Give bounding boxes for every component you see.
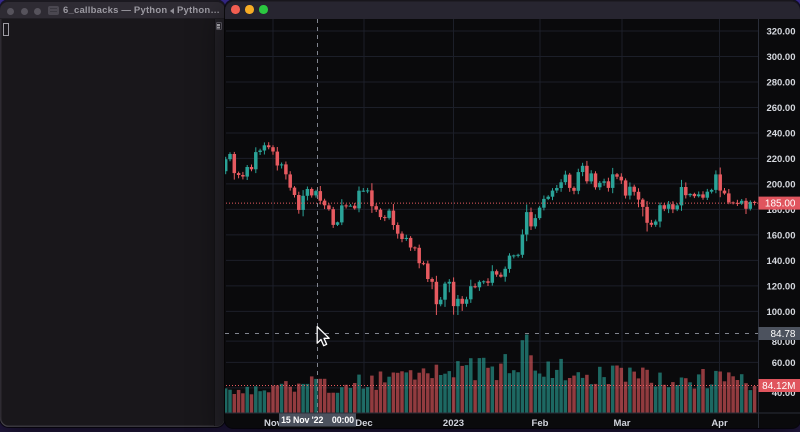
svg-text:140.00: 140.00 — [766, 256, 795, 267]
svg-text:185.00: 185.00 — [765, 199, 796, 210]
svg-text:160.00: 160.00 — [766, 230, 795, 241]
svg-text:80.00: 80.00 — [772, 337, 796, 348]
svg-text:320.00: 320.00 — [766, 27, 795, 38]
svg-text:40.00: 40.00 — [772, 388, 796, 399]
svg-text:120.00: 120.00 — [766, 281, 795, 292]
svg-text:240.00: 240.00 — [766, 129, 795, 140]
svg-text:280.00: 280.00 — [766, 78, 795, 89]
svg-text:Feb: Feb — [532, 418, 549, 428]
svg-text:200.00: 200.00 — [766, 179, 795, 190]
svg-text:84.12M: 84.12M — [762, 381, 795, 392]
svg-text:2023: 2023 — [443, 418, 464, 428]
svg-text:84.78: 84.78 — [770, 329, 795, 340]
svg-text:Dec: Dec — [355, 418, 372, 428]
svg-text:100.00: 100.00 — [766, 307, 795, 318]
svg-text:Nov: Nov — [264, 418, 283, 428]
svg-text:300.00: 300.00 — [766, 52, 795, 63]
svg-text:15 Nov '22 00:00: 15 Nov '22 00:00 — [281, 415, 354, 425]
svg-text:60.00: 60.00 — [772, 358, 796, 369]
svg-text:220.00: 220.00 — [766, 154, 795, 165]
svg-text:260.00: 260.00 — [766, 103, 795, 114]
svg-text:180.00: 180.00 — [766, 205, 795, 216]
svg-text:Apr: Apr — [711, 418, 728, 428]
svg-text:Mar: Mar — [614, 418, 631, 428]
